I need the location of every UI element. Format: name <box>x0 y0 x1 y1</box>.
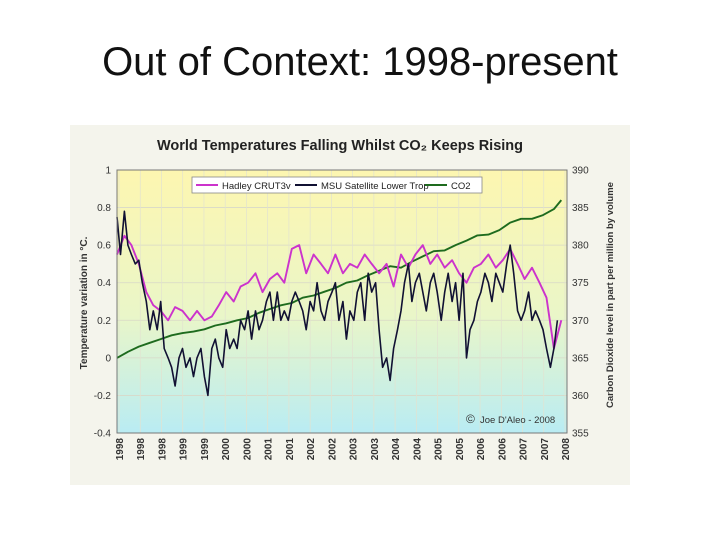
x-tick-label: 2008 <box>561 438 572 461</box>
left-tick-label: 0.8 <box>97 203 111 214</box>
x-tick-label: 1998 <box>157 438 168 461</box>
chart-title: World Temperatures Falling Whilst CO₂ Ke… <box>157 138 523 154</box>
x-tick-label: 1998 <box>115 438 126 461</box>
left-tick-label: 0 <box>105 353 111 364</box>
right-tick-label: 385 <box>572 203 589 214</box>
plot-area <box>117 170 567 433</box>
left-tick-label: -0.4 <box>94 429 112 440</box>
right-axis-ticks: 390 385 380 375 370 365 360 355 <box>572 166 589 440</box>
left-axis-ticks: 1 0.8 0.6 0.4 0.2 0 -0.2 -0.4 <box>94 166 112 440</box>
right-tick-label: 355 <box>572 429 589 440</box>
series-line-hadley-crut3v <box>116 234 563 350</box>
legend-label: CO2 <box>451 181 471 192</box>
x-axis-ticks: 1998 1998 1998 1999 1999 2000 2000 2001 2001 2002… <box>115 438 572 461</box>
copyright-symbol: © <box>466 412 475 426</box>
right-tick-label: 375 <box>572 278 589 289</box>
legend-label: Hadley CRUT3v <box>222 181 291 192</box>
x-tick-label: 2003 <box>349 438 360 461</box>
right-tick-label: 365 <box>572 353 589 364</box>
left-tick-label: 0.4 <box>97 278 111 289</box>
right-tick-label: 380 <box>572 241 589 252</box>
right-tick-label: 360 <box>572 391 589 402</box>
y-axis-label-left: Temperature variation in °C. <box>79 236 90 369</box>
slide-title: Out of Context: 1998-present <box>102 40 618 84</box>
right-tick-label: 370 <box>572 316 589 327</box>
x-tick-label: 2002 <box>327 438 338 461</box>
series-lines <box>116 199 563 397</box>
x-tick-label: 2006 <box>497 438 508 461</box>
legend-box <box>191 176 483 194</box>
x-tick-label: 2000 <box>221 438 232 461</box>
series-line-msu-satellite-lower-trop <box>116 210 559 397</box>
x-tick-label: 2007 <box>540 438 551 461</box>
left-tick-label: 0.2 <box>97 316 111 327</box>
x-tick-label: 2004 <box>391 438 402 461</box>
temperature-co2-chart: World Temperatures Falling Whilst CO₂ Ke… <box>70 125 630 485</box>
x-tick-label: 2002 <box>306 438 317 461</box>
left-tick-label: 1 <box>105 166 111 177</box>
x-tick-label: 2000 <box>242 438 253 461</box>
series-line-co2 <box>116 199 563 359</box>
x-tick-label: 2005 <box>455 438 466 461</box>
x-tick-label: 2005 <box>434 438 445 461</box>
x-tick-label: 2003 <box>370 438 381 461</box>
left-tick-label: -0.2 <box>94 391 112 402</box>
x-tick-label: 2007 <box>519 438 530 461</box>
x-tick-label: 2001 <box>264 438 275 461</box>
left-tick-label: 0.6 <box>97 241 111 252</box>
x-tick-label: 1998 <box>136 438 147 461</box>
x-tick-label: 2001 <box>285 438 296 461</box>
chart-credit: Joe D'Aleo - 2008 <box>480 415 555 426</box>
y-axis-label-right: Carbon Dioxide level in part per million… <box>605 182 616 408</box>
x-tick-label: 1999 <box>179 438 190 461</box>
legend: Hadley CRUT3v MSU Satellite Lower Trop CO2 <box>191 176 483 194</box>
right-tick-label: 390 <box>572 166 589 177</box>
x-tick-label: 1999 <box>200 438 211 461</box>
legend-label: MSU Satellite Lower Trop <box>321 181 429 192</box>
x-tick-label: 2006 <box>476 438 487 461</box>
x-tick-label: 2004 <box>412 438 423 461</box>
plot-frame <box>116 169 568 434</box>
